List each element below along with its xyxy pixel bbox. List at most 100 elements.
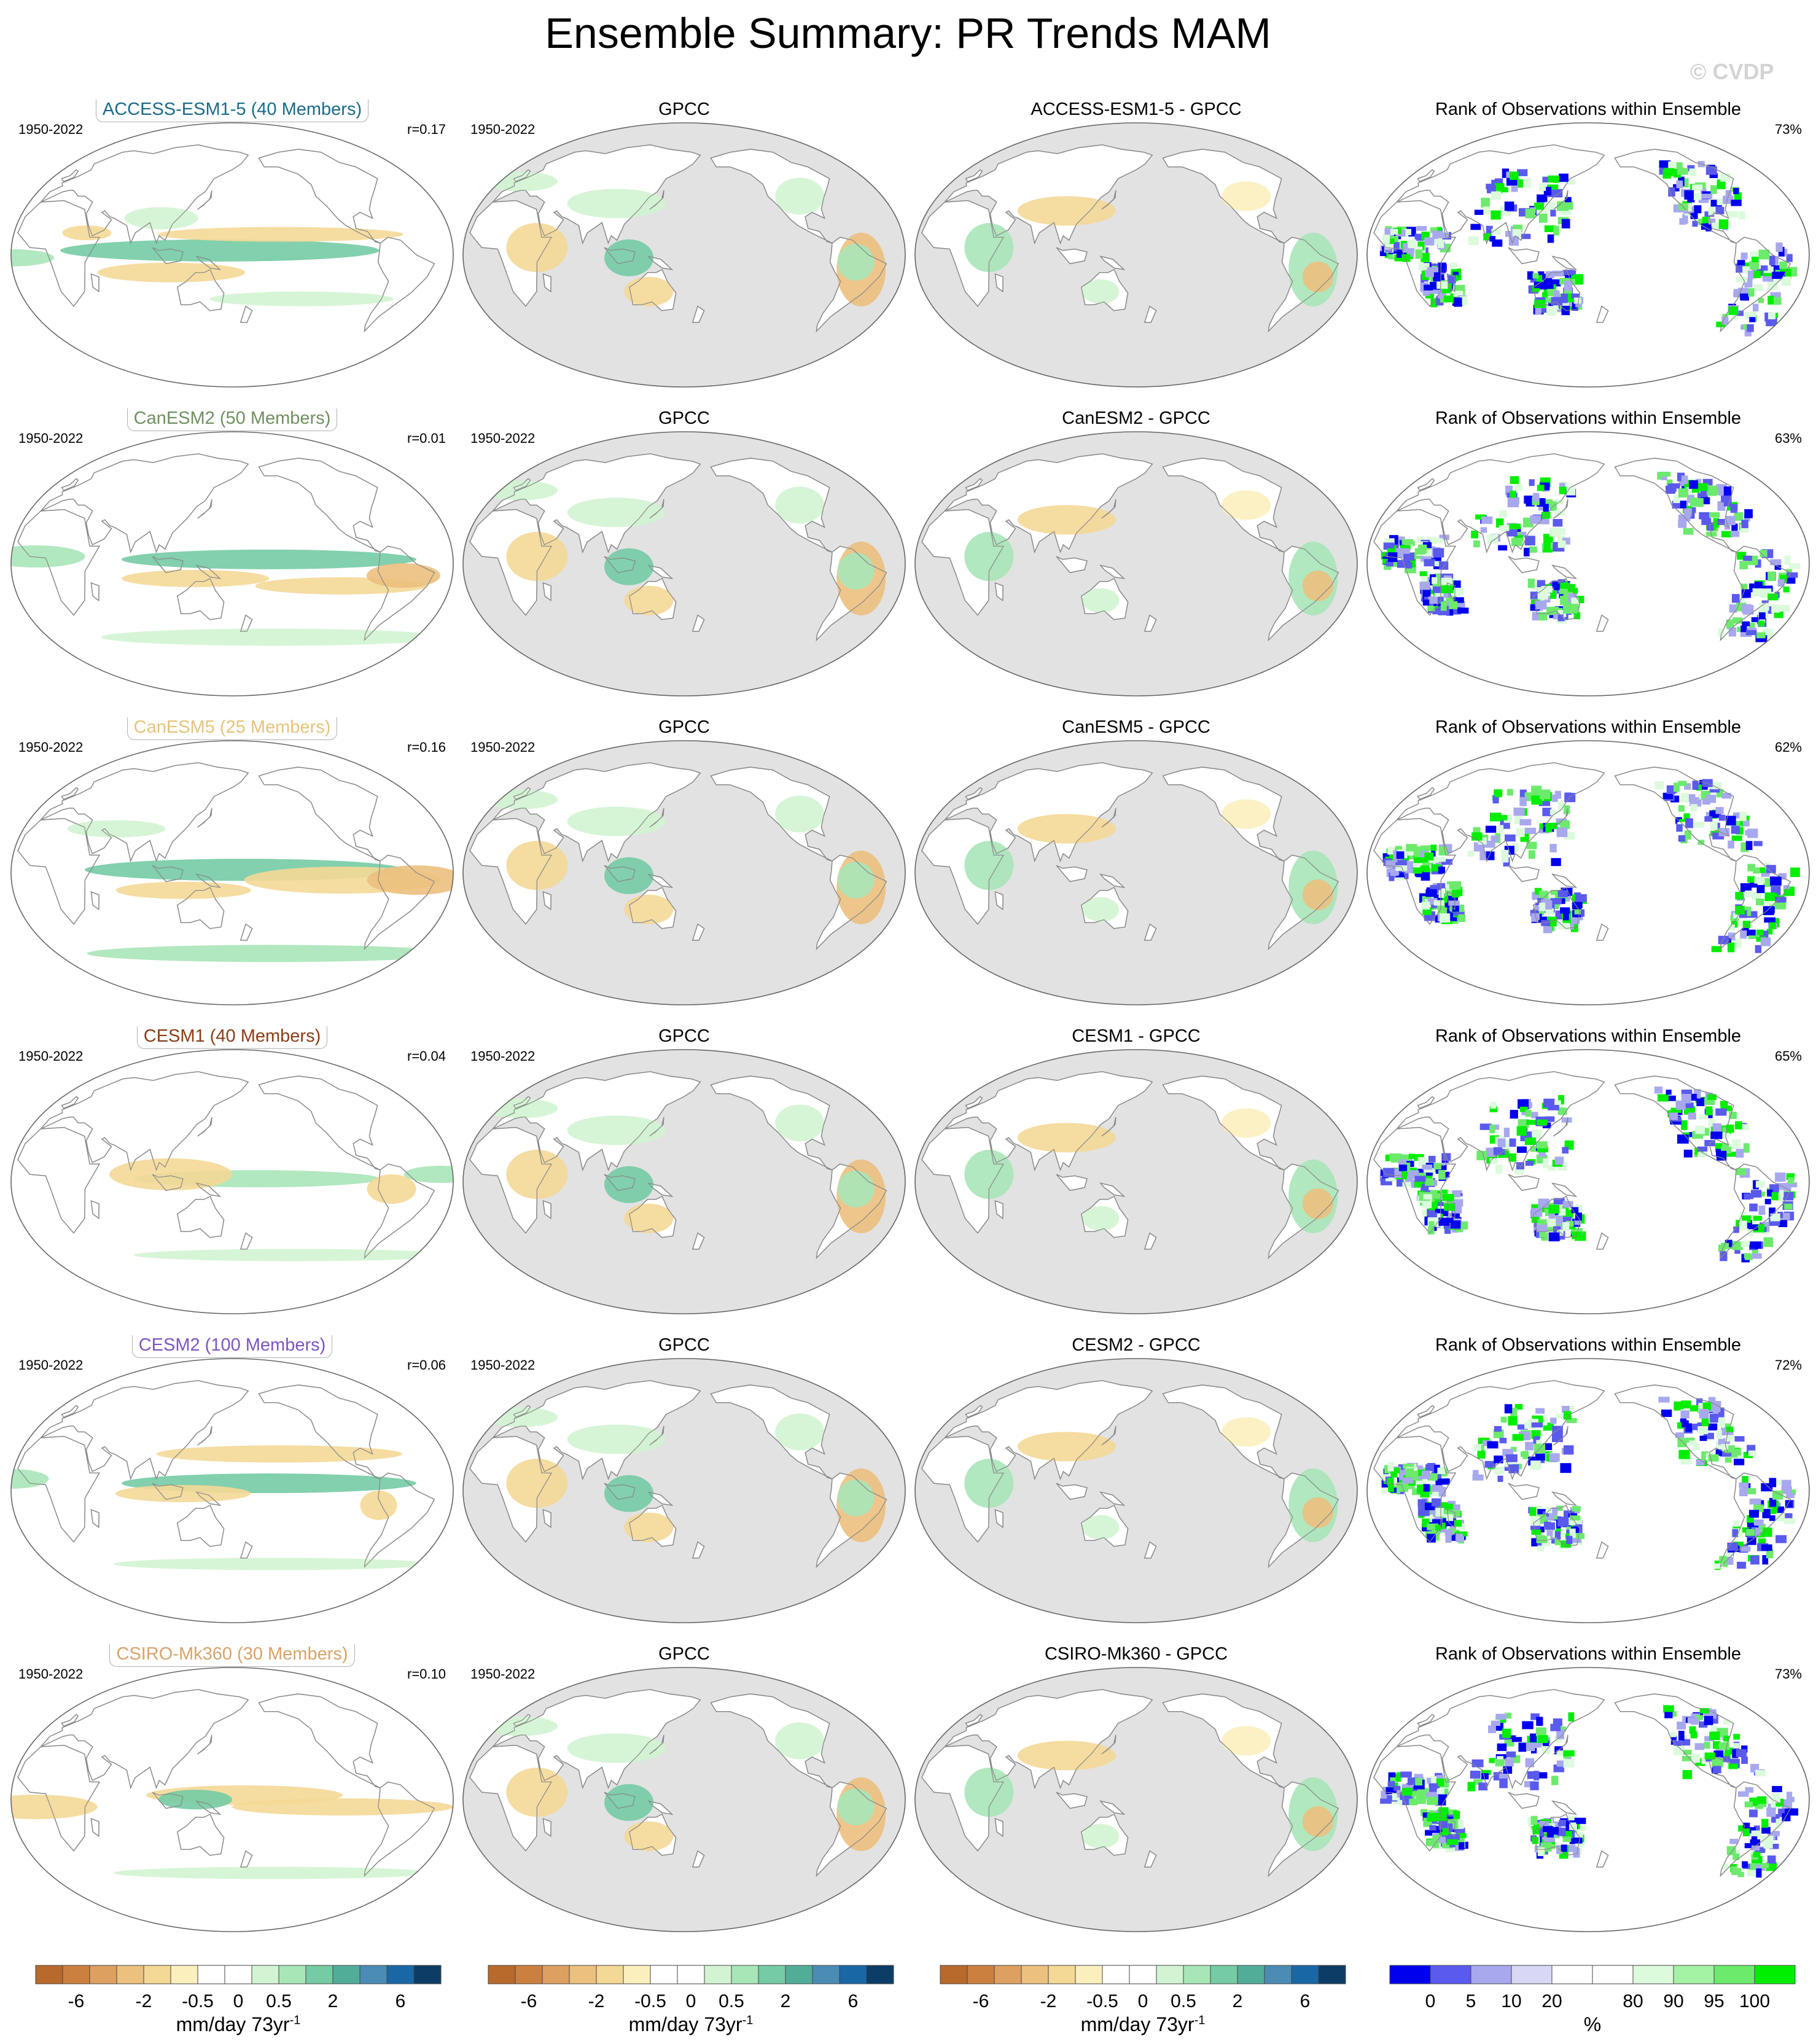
map-difference	[914, 740, 1358, 1005]
colorbar-swatch	[704, 1965, 732, 1984]
colorbar-swatch	[305, 1965, 333, 1984]
map-panel-difference-1: ACCESS-ESM1-5 - GPCC	[909, 86, 1363, 393]
map-panel-observed-2: GPCC 1950-2022	[457, 395, 911, 702]
map-panel-difference-3: CanESM5 - GPCC	[909, 704, 1363, 1011]
colorbar-swatch	[839, 1965, 867, 1984]
colorbar-swatch	[1183, 1965, 1211, 1984]
map-rank	[1366, 1049, 1810, 1314]
colorbar-swatch	[278, 1965, 306, 1984]
colorbar-unit: mm/day 73yr-1	[628, 2013, 754, 2035]
map-difference	[914, 122, 1358, 388]
panel-title: CSIRO-Mk360 - GPCC	[1044, 1644, 1228, 1664]
page-title: Ensemble Summary: PR Trends MAM	[545, 9, 1271, 57]
rank-percent: 73%	[1774, 1666, 1802, 1682]
colorbar-tick-label: 0.5	[1171, 1991, 1196, 2011]
map-rank	[1366, 431, 1810, 696]
period-label: 1950-2022	[18, 1357, 84, 1373]
period-label: 1950-2022	[470, 739, 536, 755]
map-ensemble	[10, 740, 454, 1005]
pattern-correlation: r=0.04	[407, 1048, 446, 1064]
map-difference	[914, 1358, 1358, 1623]
rank-percent: 62%	[1774, 739, 1802, 755]
colorbar-swatch	[650, 1965, 678, 1984]
panel-title: GPCC	[658, 1026, 710, 1046]
panel-title: GPCC	[658, 99, 710, 119]
colorbar-tick-label: 6	[848, 1991, 859, 2011]
panel-title: GPCC	[658, 1644, 710, 1664]
rank-percent: 72%	[1774, 1357, 1802, 1373]
map-difference	[914, 1049, 1358, 1314]
map-observed	[462, 1049, 906, 1314]
colorbar-tick-label: 5	[1466, 1991, 1476, 2011]
panel-title: Rank of Observations within Ensemble	[1435, 1644, 1742, 1664]
map-observed	[462, 1358, 906, 1623]
colorbar-swatch	[967, 1965, 995, 1984]
colorbar-swatch	[1430, 1965, 1471, 1984]
map-panel-observed-4: GPCC 1950-2022	[457, 1013, 911, 1320]
map-rank	[1366, 1667, 1810, 1932]
colorbar-swatch	[623, 1965, 651, 1984]
panel-title: GPCC	[658, 408, 710, 428]
colorbar-swatch	[1129, 1965, 1157, 1984]
colorbar-swatch	[170, 1965, 198, 1984]
map-rank	[1366, 1358, 1810, 1623]
colorbar-observed: -6 -2 -0.5 0 0.5 2 6 mm/day 73yr-1	[482, 1959, 900, 2039]
colorbar-swatch	[1291, 1965, 1319, 1984]
period-label: 1950-2022	[18, 431, 84, 446]
panel-title: CESM2 - GPCC	[1072, 1335, 1201, 1355]
colorbar-tick-label: 0.5	[719, 1991, 744, 2011]
period-label: 1950-2022	[470, 122, 536, 137]
map-panel-ensemble-2: CanESM2 (50 Members) 1950-2022 r=0.01	[5, 395, 459, 702]
map-ensemble	[10, 1667, 454, 1932]
colorbar-tick-label: 6	[396, 1991, 406, 2011]
colorbar-swatch	[677, 1965, 705, 1984]
colorbar-swatch	[1389, 1965, 1431, 1984]
colorbar-swatch	[515, 1965, 543, 1984]
colorbar-tick-label: -6	[68, 1991, 85, 2011]
colorbar-ensemble: -6 -2 -0.5 0 0.5 2 6 mm/day 73yr-1	[29, 1959, 447, 2039]
map-panel-rank-5: Rank of Observations within Ensemble 72%	[1361, 1322, 1815, 1629]
panel-title: Rank of Observations within Ensemble	[1435, 717, 1742, 737]
map-panel-rank-2: Rank of Observations within Ensemble 63%	[1361, 395, 1815, 702]
colorbar-tick-label: -2	[588, 1991, 605, 2011]
colorbar-tick-label: 90	[1663, 1991, 1683, 2011]
colorbar-tick-label: 2	[328, 1991, 338, 2011]
colorbar-swatch	[1713, 1965, 1755, 1984]
pattern-correlation: r=0.06	[407, 1357, 446, 1373]
map-observed	[462, 740, 906, 1005]
map-panel-difference-2: CanESM2 - GPCC	[909, 395, 1363, 702]
map-panel-rank-1: Rank of Observations within Ensemble 73%	[1361, 86, 1815, 393]
colorbar-swatch	[1551, 1965, 1593, 1984]
period-label: 1950-2022	[470, 1666, 536, 1682]
pattern-correlation: r=0.16	[407, 739, 446, 755]
map-panel-observed-6: GPCC 1950-2022	[457, 1631, 911, 1938]
colorbar-swatch	[1511, 1965, 1553, 1984]
colorbar-swatch	[359, 1965, 388, 1984]
colorbar-swatch	[596, 1965, 624, 1984]
colorbar-tick-label: 100	[1739, 1991, 1770, 2011]
period-label: 1950-2022	[18, 1666, 84, 1682]
map-observed	[462, 122, 906, 388]
pattern-correlation: r=0.01	[407, 431, 446, 446]
colorbar-tick-label: 10	[1501, 1991, 1521, 2011]
colorbar-swatch	[1237, 1965, 1265, 1984]
map-ensemble	[10, 1049, 454, 1314]
colorbar-rank: 0 5 10 20 80 90 95 100 %	[1384, 1959, 1801, 2039]
pattern-correlation: r=0.10	[407, 1666, 446, 1682]
colorbar-swatch	[1048, 1965, 1076, 1984]
colorbar-tick-label: -0.5	[182, 1991, 214, 2011]
panel-title: Rank of Observations within Ensemble	[1435, 99, 1742, 119]
period-label: 1950-2022	[18, 1048, 84, 1064]
map-observed	[462, 431, 906, 696]
period-label: 1950-2022	[18, 739, 84, 755]
colorbar-tick-label: 95	[1704, 1991, 1724, 2011]
colorbar-swatch	[1210, 1965, 1238, 1984]
period-label: 1950-2022	[18, 122, 84, 137]
colorbar-unit: %	[1583, 2013, 1602, 2035]
colorbar-swatch	[488, 1965, 516, 1984]
panel-title: CanESM5 (25 Members)	[5, 717, 459, 740]
pattern-correlation: r=0.17	[407, 122, 446, 137]
colorbar-swatch	[89, 1965, 117, 1984]
colorbar-tick-label: 0	[1138, 1991, 1148, 2011]
colorbar-swatch	[1102, 1965, 1130, 1984]
